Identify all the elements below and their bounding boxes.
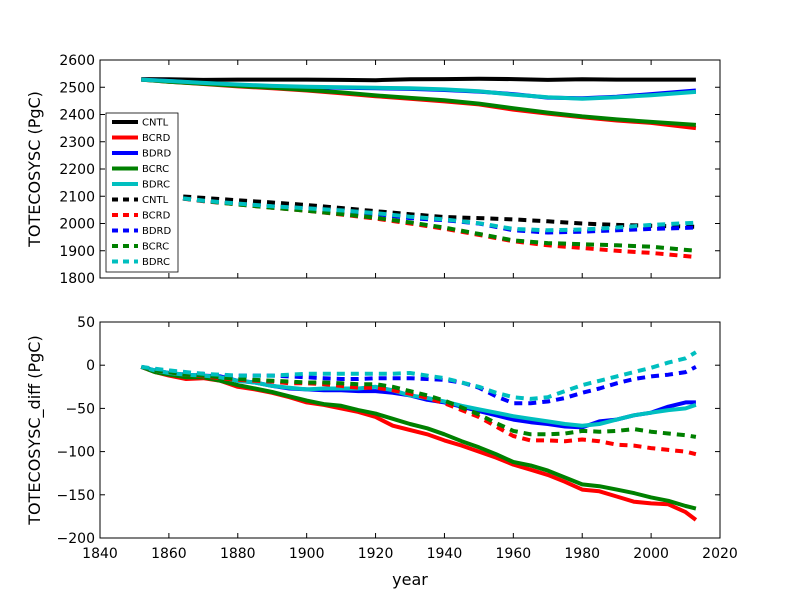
top-y-tick-label: 2400: [59, 108, 95, 124]
top-series-cntl-solid: [141, 76, 696, 83]
top-y-tick-label: 1800: [59, 271, 95, 287]
legend-label: CNTL: [142, 195, 169, 206]
bottom-x-tick-label: 2020: [702, 546, 738, 562]
bottom-y-tick-label: −200: [57, 531, 95, 547]
bottom-series-bdrc-dashed: [141, 350, 697, 401]
legend-label: BDRC: [142, 257, 170, 268]
legend-label: BDRD: [142, 226, 172, 237]
bottom-y-tick-label: −100: [57, 445, 95, 461]
top-series-bdrc-dashed: [141, 191, 696, 233]
top-y-tick-label: 2500: [59, 80, 95, 96]
bottom-plot-frame: [99, 321, 721, 539]
bottom-x-tick-label: 1940: [427, 546, 463, 562]
bottom-series-bcrc-dashed: [140, 364, 697, 439]
bottom-x-tick-label: 1900: [289, 546, 325, 562]
top-y-axis-label: TOTECOSYSC (PgC): [25, 91, 44, 248]
legend: CNTL BCRD BDRD BCRC BDRC CNTL BCRD BDRD BCRC BDRC: [105, 112, 179, 273]
x-axis-label: year: [392, 570, 428, 589]
bottom-y-tick-label: 50: [77, 315, 95, 331]
bottom-x-tick-label: 2000: [633, 546, 669, 562]
bottom-x-tick-label: 1920: [358, 546, 394, 562]
bottom-x-tick-label: 1860: [151, 546, 187, 562]
top-y-tick-label: 2000: [59, 217, 95, 233]
legend-label: BDRC: [142, 180, 170, 191]
legend-label: CNTL: [142, 118, 169, 129]
top-plot-area: [100, 60, 720, 278]
top-panel: 1800 1900 2000 2100 2200 2300 2400 2500 2600 TOT…: [25, 53, 721, 287]
top-series-lines: [141, 76, 697, 259]
bottom-x-tick-label: 1980: [564, 546, 600, 562]
legend-label: BCRC: [142, 164, 169, 175]
top-series-cntl-dashed: [141, 191, 696, 229]
bottom-series-bcrc-solid: [140, 365, 697, 511]
legend-label: BCRD: [142, 133, 171, 144]
top-series-bdrc-solid: [141, 77, 697, 101]
top-y-tick-label: 2600: [59, 53, 95, 69]
bottom-y-tick-label: 0: [86, 358, 95, 374]
legend-label: BCRC: [142, 242, 169, 253]
top-y-ticks: 1800 1900 2000 2100 2200 2300 2400 2500 2600: [59, 53, 720, 287]
top-y-tick-label: 2100: [59, 189, 95, 205]
bottom-series-lines: [140, 350, 698, 522]
bottom-x-tick-label: 1960: [496, 546, 532, 562]
bottom-y-ticks: −200 −150 −100 −50 0 50: [57, 315, 720, 547]
bottom-x-ticks: 1840 1860 1880 1900 1920 1940 1960 1980 2000 2020: [82, 322, 738, 562]
legend-label: BCRD: [142, 211, 171, 222]
bottom-x-tick-label: 1880: [220, 546, 256, 562]
bottom-y-tick-label: −50: [65, 401, 95, 417]
bottom-y-tick-label: −150: [57, 488, 95, 504]
bottom-x-tick-label: 1840: [82, 546, 118, 562]
legend-label: BDRD: [142, 149, 172, 160]
bottom-y-axis-label: TOTECOSYSC_diff (PgC): [25, 335, 45, 525]
top-y-tick-label: 2200: [59, 162, 95, 178]
top-y-tick-label: 2300: [59, 135, 95, 151]
top-y-tick-label: 1900: [59, 244, 95, 260]
